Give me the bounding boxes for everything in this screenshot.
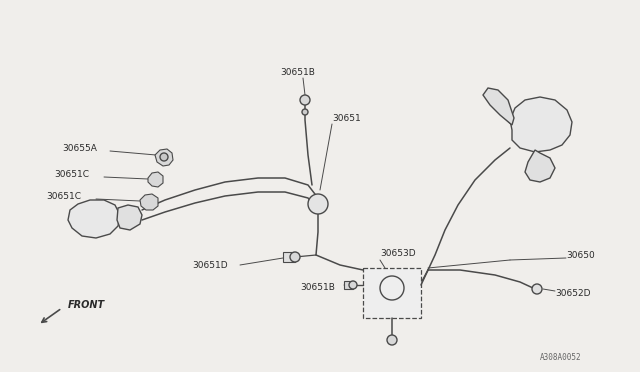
Circle shape [308,194,328,214]
Polygon shape [510,97,572,152]
Text: 30650: 30650 [566,250,595,260]
Polygon shape [68,200,120,238]
Circle shape [300,95,310,105]
Circle shape [532,284,542,294]
Polygon shape [283,252,295,262]
Circle shape [290,252,300,262]
Text: 30651C: 30651C [46,192,81,201]
Polygon shape [140,194,158,210]
Text: A308A0052: A308A0052 [540,353,582,362]
Text: 30653D: 30653D [380,250,415,259]
Polygon shape [148,172,163,187]
Text: 30651B: 30651B [280,67,315,77]
Text: 30651: 30651 [332,113,361,122]
Bar [363,268,421,318]
Text: 30651C: 30651C [54,170,89,179]
Polygon shape [344,281,353,289]
Text: FRONT: FRONT [68,300,105,310]
Circle shape [349,281,357,289]
Circle shape [387,335,397,345]
Circle shape [160,153,168,161]
Polygon shape [117,205,142,230]
Text: 30651B: 30651B [300,283,335,292]
Polygon shape [525,150,555,182]
Polygon shape [155,149,173,166]
Polygon shape [483,88,514,125]
Text: 30651D: 30651D [192,260,228,269]
Circle shape [302,109,308,115]
Text: 30655A: 30655A [62,144,97,153]
Text: 30652D: 30652D [555,289,591,298]
